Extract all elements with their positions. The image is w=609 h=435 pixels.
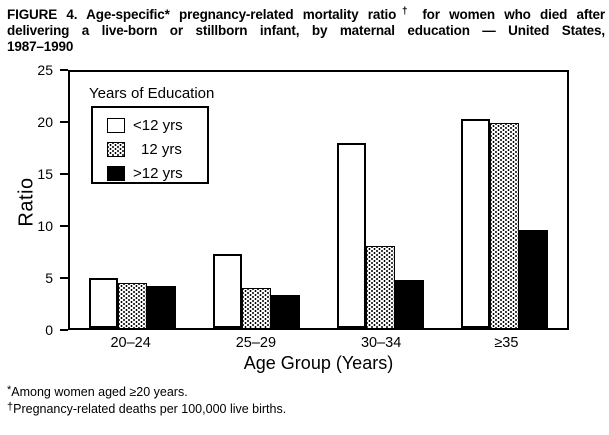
bar-<12-yrs (337, 142, 367, 328)
x-tick-label: ≥35 (494, 335, 519, 351)
x-axis-title: Age Group (Years) (243, 353, 394, 373)
bar-group-30–34 (319, 72, 443, 328)
bar-group-≥35 (443, 72, 567, 328)
y-tick-mark (60, 225, 68, 227)
y-axis: 0 5 10 15 20 25 (0, 62, 68, 338)
legend-label: <12 yrs (133, 117, 183, 134)
x-tick-label: 25–29 (235, 335, 277, 351)
bar-12-yrs (241, 288, 271, 328)
footnote-text: Pregnancy-related deaths per 100,000 liv… (13, 402, 287, 416)
figure-title: FIGURE 4. Age-specific* pregnancy-relate… (7, 4, 605, 55)
bar-group-20–24 (70, 72, 194, 328)
legend-swatch-black (107, 166, 125, 181)
y-tick-mark (60, 173, 68, 175)
y-tick-mark (60, 277, 68, 279)
y-tick-mark (60, 329, 68, 331)
footnote-marker: * (7, 384, 12, 396)
title-text: for women who died after (413, 7, 606, 22)
legend-label: 12 yrs (141, 141, 182, 158)
bar-12-yrs (490, 123, 520, 328)
figure-title-line-2: delivering a live-born or stillborn infa… (7, 23, 605, 38)
plot-area (68, 70, 569, 330)
y-tick-label: 15 (37, 166, 53, 182)
bar-<12-yrs (212, 254, 242, 328)
footnote: †Pregnancy-related deaths per 100,000 li… (7, 400, 286, 417)
legend-item: >12 yrs (107, 165, 207, 182)
legend-swatch-stipple (107, 142, 125, 157)
figure-title-line-3: 1987–1990 (7, 39, 74, 54)
bar-<12-yrs (88, 277, 118, 328)
x-tick-label: 30–34 (360, 335, 402, 351)
y-tick-mark (60, 121, 68, 123)
bar-12-yrs (117, 282, 147, 328)
x-tick-label: 20–24 (110, 335, 151, 351)
footnote-marker: † (7, 401, 14, 413)
legend-item: 12 yrs (107, 141, 207, 158)
y-tick-label: 5 (45, 270, 53, 286)
footnotes: *Among women aged ≥20 years. †Pregnancy-r… (7, 383, 286, 417)
figure-title-line-1: FIGURE 4. Age-specific* pregnancy-relate… (7, 4, 605, 23)
legend-item: <12 yrs (107, 117, 207, 134)
bar->12-yrs (519, 229, 549, 328)
legend-title: Years of Education (89, 85, 215, 102)
legend-label: >12 yrs (133, 165, 183, 182)
bar->12-yrs (146, 286, 176, 328)
footnote: *Among women aged ≥20 years. (7, 383, 286, 400)
footnote-text: Among women aged ≥20 years. (11, 385, 188, 399)
legend: <12 yrs 12 yrs >12 yrs (91, 106, 209, 184)
bar-group-25–29 (194, 72, 318, 328)
x-axis-labels: 20–24 25–29 30–34 ≥35 (68, 335, 569, 351)
title-text: FIGURE 4. Age-specific* pregnancy-relate… (7, 7, 397, 22)
bar->12-yrs (395, 279, 425, 328)
dagger-superscript: † (396, 6, 414, 17)
y-tick-label: 20 (37, 114, 53, 130)
y-tick-label: 10 (37, 218, 53, 234)
y-tick-label: 25 (37, 62, 53, 78)
y-tick-mark (60, 69, 68, 71)
legend-swatch-white (107, 118, 125, 133)
bar-12-yrs (366, 246, 396, 328)
bar->12-yrs (270, 295, 300, 328)
bar-<12-yrs (461, 119, 491, 328)
y-tick-label: 0 (45, 322, 53, 338)
